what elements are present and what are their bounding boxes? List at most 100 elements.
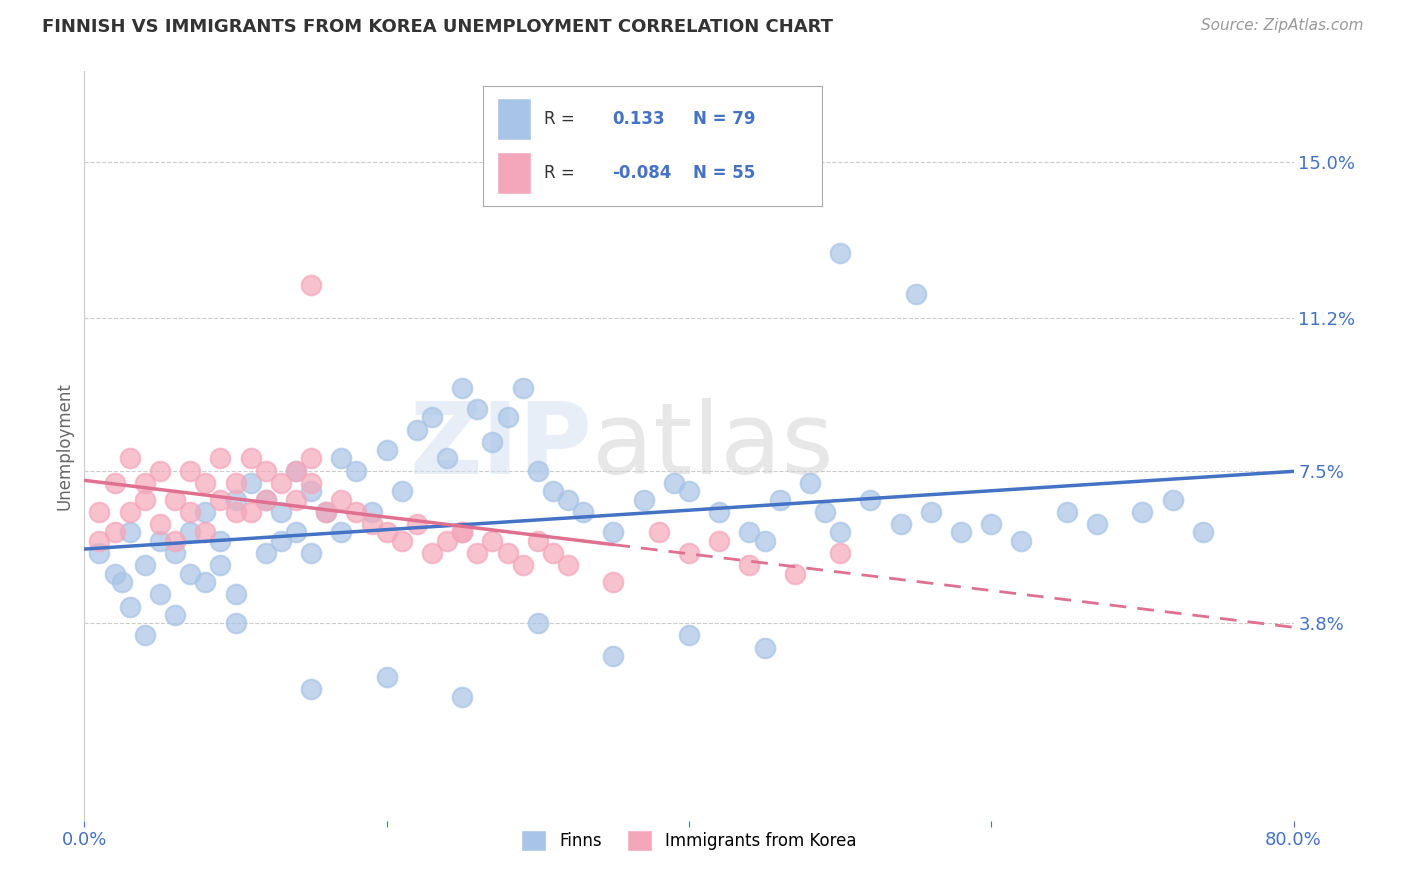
- Point: [111, 574, 134, 589]
- Point: [149, 464, 172, 478]
- Point: [239, 505, 262, 519]
- Point: [467, 546, 489, 560]
- Point: [436, 451, 458, 466]
- Point: [406, 517, 429, 532]
- Point: [194, 525, 217, 540]
- Point: [299, 476, 322, 491]
- Point: [254, 492, 277, 507]
- Point: [299, 278, 322, 293]
- Point: [1056, 505, 1078, 519]
- Point: [496, 410, 519, 425]
- Point: [769, 492, 792, 507]
- Point: [346, 464, 368, 478]
- Point: [541, 484, 564, 499]
- Point: [194, 574, 217, 589]
- Point: [299, 451, 322, 466]
- Point: [920, 505, 942, 519]
- Point: [709, 505, 731, 519]
- Point: [299, 484, 322, 499]
- Point: [572, 505, 595, 519]
- Point: [678, 628, 700, 642]
- Point: [209, 492, 232, 507]
- Point: [134, 558, 156, 573]
- Point: [1085, 517, 1108, 532]
- Point: [904, 286, 927, 301]
- Point: [527, 615, 550, 630]
- Point: [420, 546, 443, 560]
- Point: [134, 476, 156, 491]
- Point: [527, 533, 550, 548]
- Point: [406, 423, 429, 437]
- Point: [662, 476, 685, 491]
- Point: [299, 681, 322, 696]
- Point: [391, 484, 413, 499]
- Point: [225, 505, 247, 519]
- Point: [496, 546, 519, 560]
- Point: [602, 648, 624, 663]
- Point: [315, 505, 337, 519]
- Point: [512, 381, 534, 395]
- Point: [179, 566, 201, 581]
- Point: [360, 517, 382, 532]
- Point: [738, 525, 761, 540]
- Point: [89, 546, 111, 560]
- Point: [149, 517, 172, 532]
- Point: [890, 517, 912, 532]
- Point: [89, 505, 111, 519]
- Point: [270, 533, 292, 548]
- Point: [602, 525, 624, 540]
- Point: [330, 492, 353, 507]
- Point: [330, 525, 353, 540]
- Point: [299, 546, 322, 560]
- Point: [225, 492, 247, 507]
- Point: [270, 476, 292, 491]
- Point: [648, 525, 671, 540]
- Point: [375, 525, 398, 540]
- Point: [830, 546, 852, 560]
- Point: [451, 525, 474, 540]
- Point: [165, 546, 187, 560]
- Point: [467, 401, 489, 416]
- Point: [225, 587, 247, 601]
- Point: [239, 476, 262, 491]
- Point: [346, 505, 368, 519]
- Point: [179, 525, 201, 540]
- Point: [165, 607, 187, 622]
- Point: [360, 505, 382, 519]
- Point: [527, 464, 550, 478]
- Point: [149, 533, 172, 548]
- Point: [239, 451, 262, 466]
- Point: [285, 464, 308, 478]
- Point: [738, 558, 761, 573]
- Point: [754, 640, 776, 655]
- Text: Source: ZipAtlas.com: Source: ZipAtlas.com: [1201, 18, 1364, 33]
- Point: [149, 587, 172, 601]
- Point: [194, 476, 217, 491]
- Point: [118, 525, 141, 540]
- Point: [165, 533, 187, 548]
- Point: [194, 505, 217, 519]
- Point: [285, 525, 308, 540]
- Text: FINNISH VS IMMIGRANTS FROM KOREA UNEMPLOYMENT CORRELATION CHART: FINNISH VS IMMIGRANTS FROM KOREA UNEMPLO…: [42, 18, 834, 36]
- Point: [481, 533, 503, 548]
- Point: [165, 492, 187, 507]
- Point: [104, 566, 127, 581]
- Point: [451, 525, 474, 540]
- Point: [254, 464, 277, 478]
- Point: [1161, 492, 1184, 507]
- Point: [1011, 533, 1033, 548]
- Point: [375, 669, 398, 683]
- Point: [118, 599, 141, 614]
- Point: [209, 558, 232, 573]
- Point: [783, 566, 806, 581]
- Point: [1192, 525, 1215, 540]
- Point: [315, 505, 337, 519]
- Point: [104, 476, 127, 491]
- Point: [104, 525, 127, 540]
- Point: [420, 410, 443, 425]
- Point: [557, 492, 579, 507]
- Point: [557, 558, 579, 573]
- Point: [830, 525, 852, 540]
- Point: [633, 492, 655, 507]
- Text: atlas: atlas: [592, 398, 834, 494]
